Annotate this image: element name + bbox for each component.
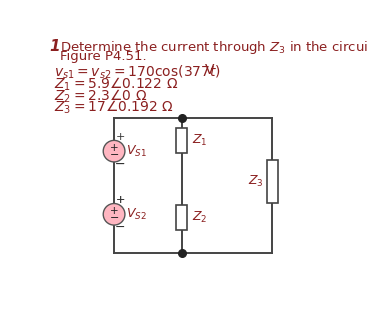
Circle shape [103, 204, 125, 225]
Text: −: − [115, 158, 126, 171]
Bar [176, 205, 187, 230]
Text: $Z_2$: $Z_2$ [192, 210, 208, 225]
Text: V: V [205, 63, 214, 78]
Text: $Z_1 = 5.9\angle 0.122\ \Omega$: $Z_1 = 5.9\angle 0.122\ \Omega$ [54, 76, 178, 93]
Bar [267, 160, 277, 203]
Circle shape [103, 140, 125, 162]
Text: +: + [110, 206, 119, 216]
Text: +: + [116, 131, 125, 142]
Text: −: − [115, 158, 126, 171]
Text: Determine the current through $Z_3$ in the circuit of: Determine the current through $Z_3$ in t… [60, 39, 367, 56]
Text: −: − [115, 221, 126, 234]
Text: $v_{s1} = v_{s2} = 170\cos(377t)$: $v_{s1} = v_{s2} = 170\cos(377t)$ [54, 63, 221, 81]
Text: $Z_3 = 17\angle 0.192\ \Omega$: $Z_3 = 17\angle 0.192\ \Omega$ [54, 99, 173, 116]
Text: −: − [109, 213, 119, 223]
Text: $V_{S2}$: $V_{S2}$ [127, 207, 147, 222]
Text: $Z_2 = 2.3\angle 0\ \Omega$: $Z_2 = 2.3\angle 0\ \Omega$ [54, 87, 147, 105]
Text: +: + [116, 195, 125, 205]
Bar [176, 128, 187, 153]
Text: Figure P4.51.: Figure P4.51. [60, 50, 146, 63]
Text: $Z_1$: $Z_1$ [192, 133, 208, 148]
Text: 1: 1 [49, 39, 59, 54]
Text: $V_{S1}$: $V_{S1}$ [127, 144, 147, 159]
Text: +: + [110, 143, 119, 153]
Text: +: + [116, 195, 125, 205]
Text: $Z_3$: $Z_3$ [248, 174, 264, 189]
Text: −: − [109, 150, 119, 160]
